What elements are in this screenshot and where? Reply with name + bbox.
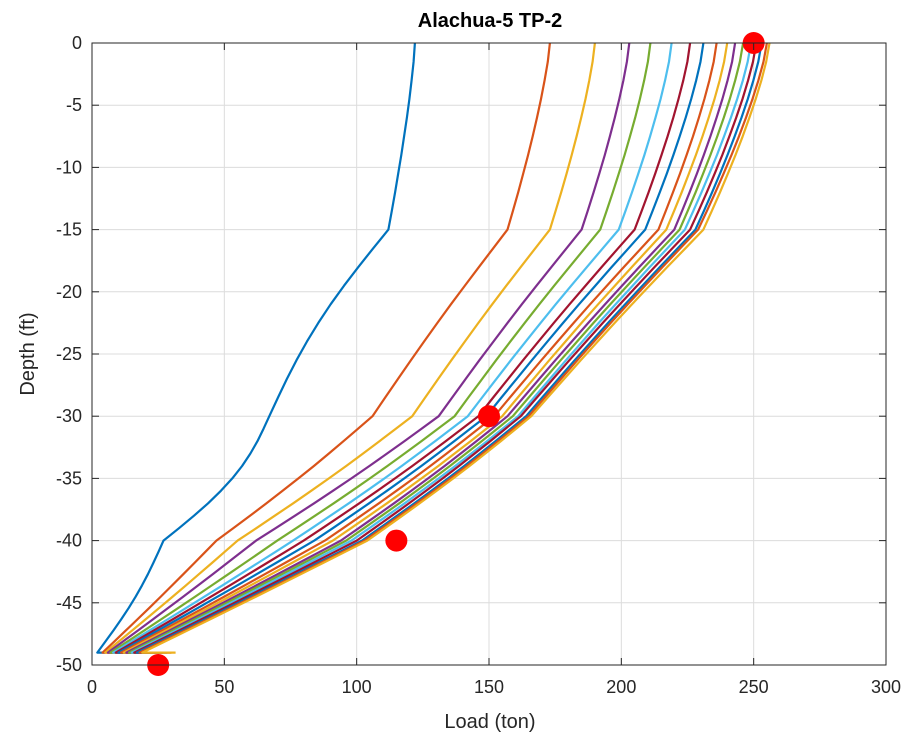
y-tick-label: -40 (56, 531, 82, 551)
x-tick-label: 100 (342, 677, 372, 697)
y-tick-label: -15 (56, 220, 82, 240)
y-tick-label: -25 (56, 344, 82, 364)
x-tick-label: 200 (606, 677, 636, 697)
series-line-15 (135, 42, 763, 654)
y-tick-label: -35 (56, 468, 82, 488)
x-tick-label: 150 (474, 677, 504, 697)
series-line-14 (133, 42, 758, 654)
marker-point-2 (478, 405, 500, 428)
series-line-2 (101, 42, 551, 654)
series-line-17 (141, 42, 771, 654)
x-axis-label: Load (ton) (444, 711, 535, 733)
series-line-16 (138, 42, 768, 654)
series-line-11 (125, 42, 737, 654)
x-axis-ticks: 0 50 100 150 200 250 300 (87, 43, 901, 697)
series-line-13 (130, 42, 753, 654)
series-line-5 (109, 42, 652, 654)
y-tick-label: -50 (56, 655, 82, 675)
chart-title: Alachua-5 TP-2 (418, 10, 562, 32)
x-tick-label: 300 (871, 677, 901, 697)
y-axis-label: Depth (ft) (17, 312, 39, 395)
y-tick-label: -20 (56, 282, 82, 302)
y-axis-ticks: 0 -5 -10 -15 -20 -25 -30 -35 -40 -45 -50 (56, 33, 886, 675)
series-line-6 (112, 42, 673, 654)
x-tick-label: 50 (214, 677, 234, 697)
x-tick-label: 0 (87, 677, 97, 697)
marker-point-3 (385, 529, 408, 552)
series-line-3 (104, 42, 596, 654)
x-tick-label: 250 (739, 677, 769, 697)
series-line-1 (96, 42, 416, 654)
series-group (96, 42, 771, 654)
y-tick-label: -5 (66, 95, 82, 115)
series-line-8 (117, 42, 705, 654)
series-line-12 (128, 42, 745, 654)
series-line-7 (114, 42, 692, 654)
y-tick-label: -30 (56, 406, 82, 426)
y-tick-label: -10 (56, 157, 82, 177)
y-tick-label: -45 (56, 593, 82, 613)
y-tick-label: 0 (72, 33, 82, 53)
series-line-4 (106, 42, 631, 654)
